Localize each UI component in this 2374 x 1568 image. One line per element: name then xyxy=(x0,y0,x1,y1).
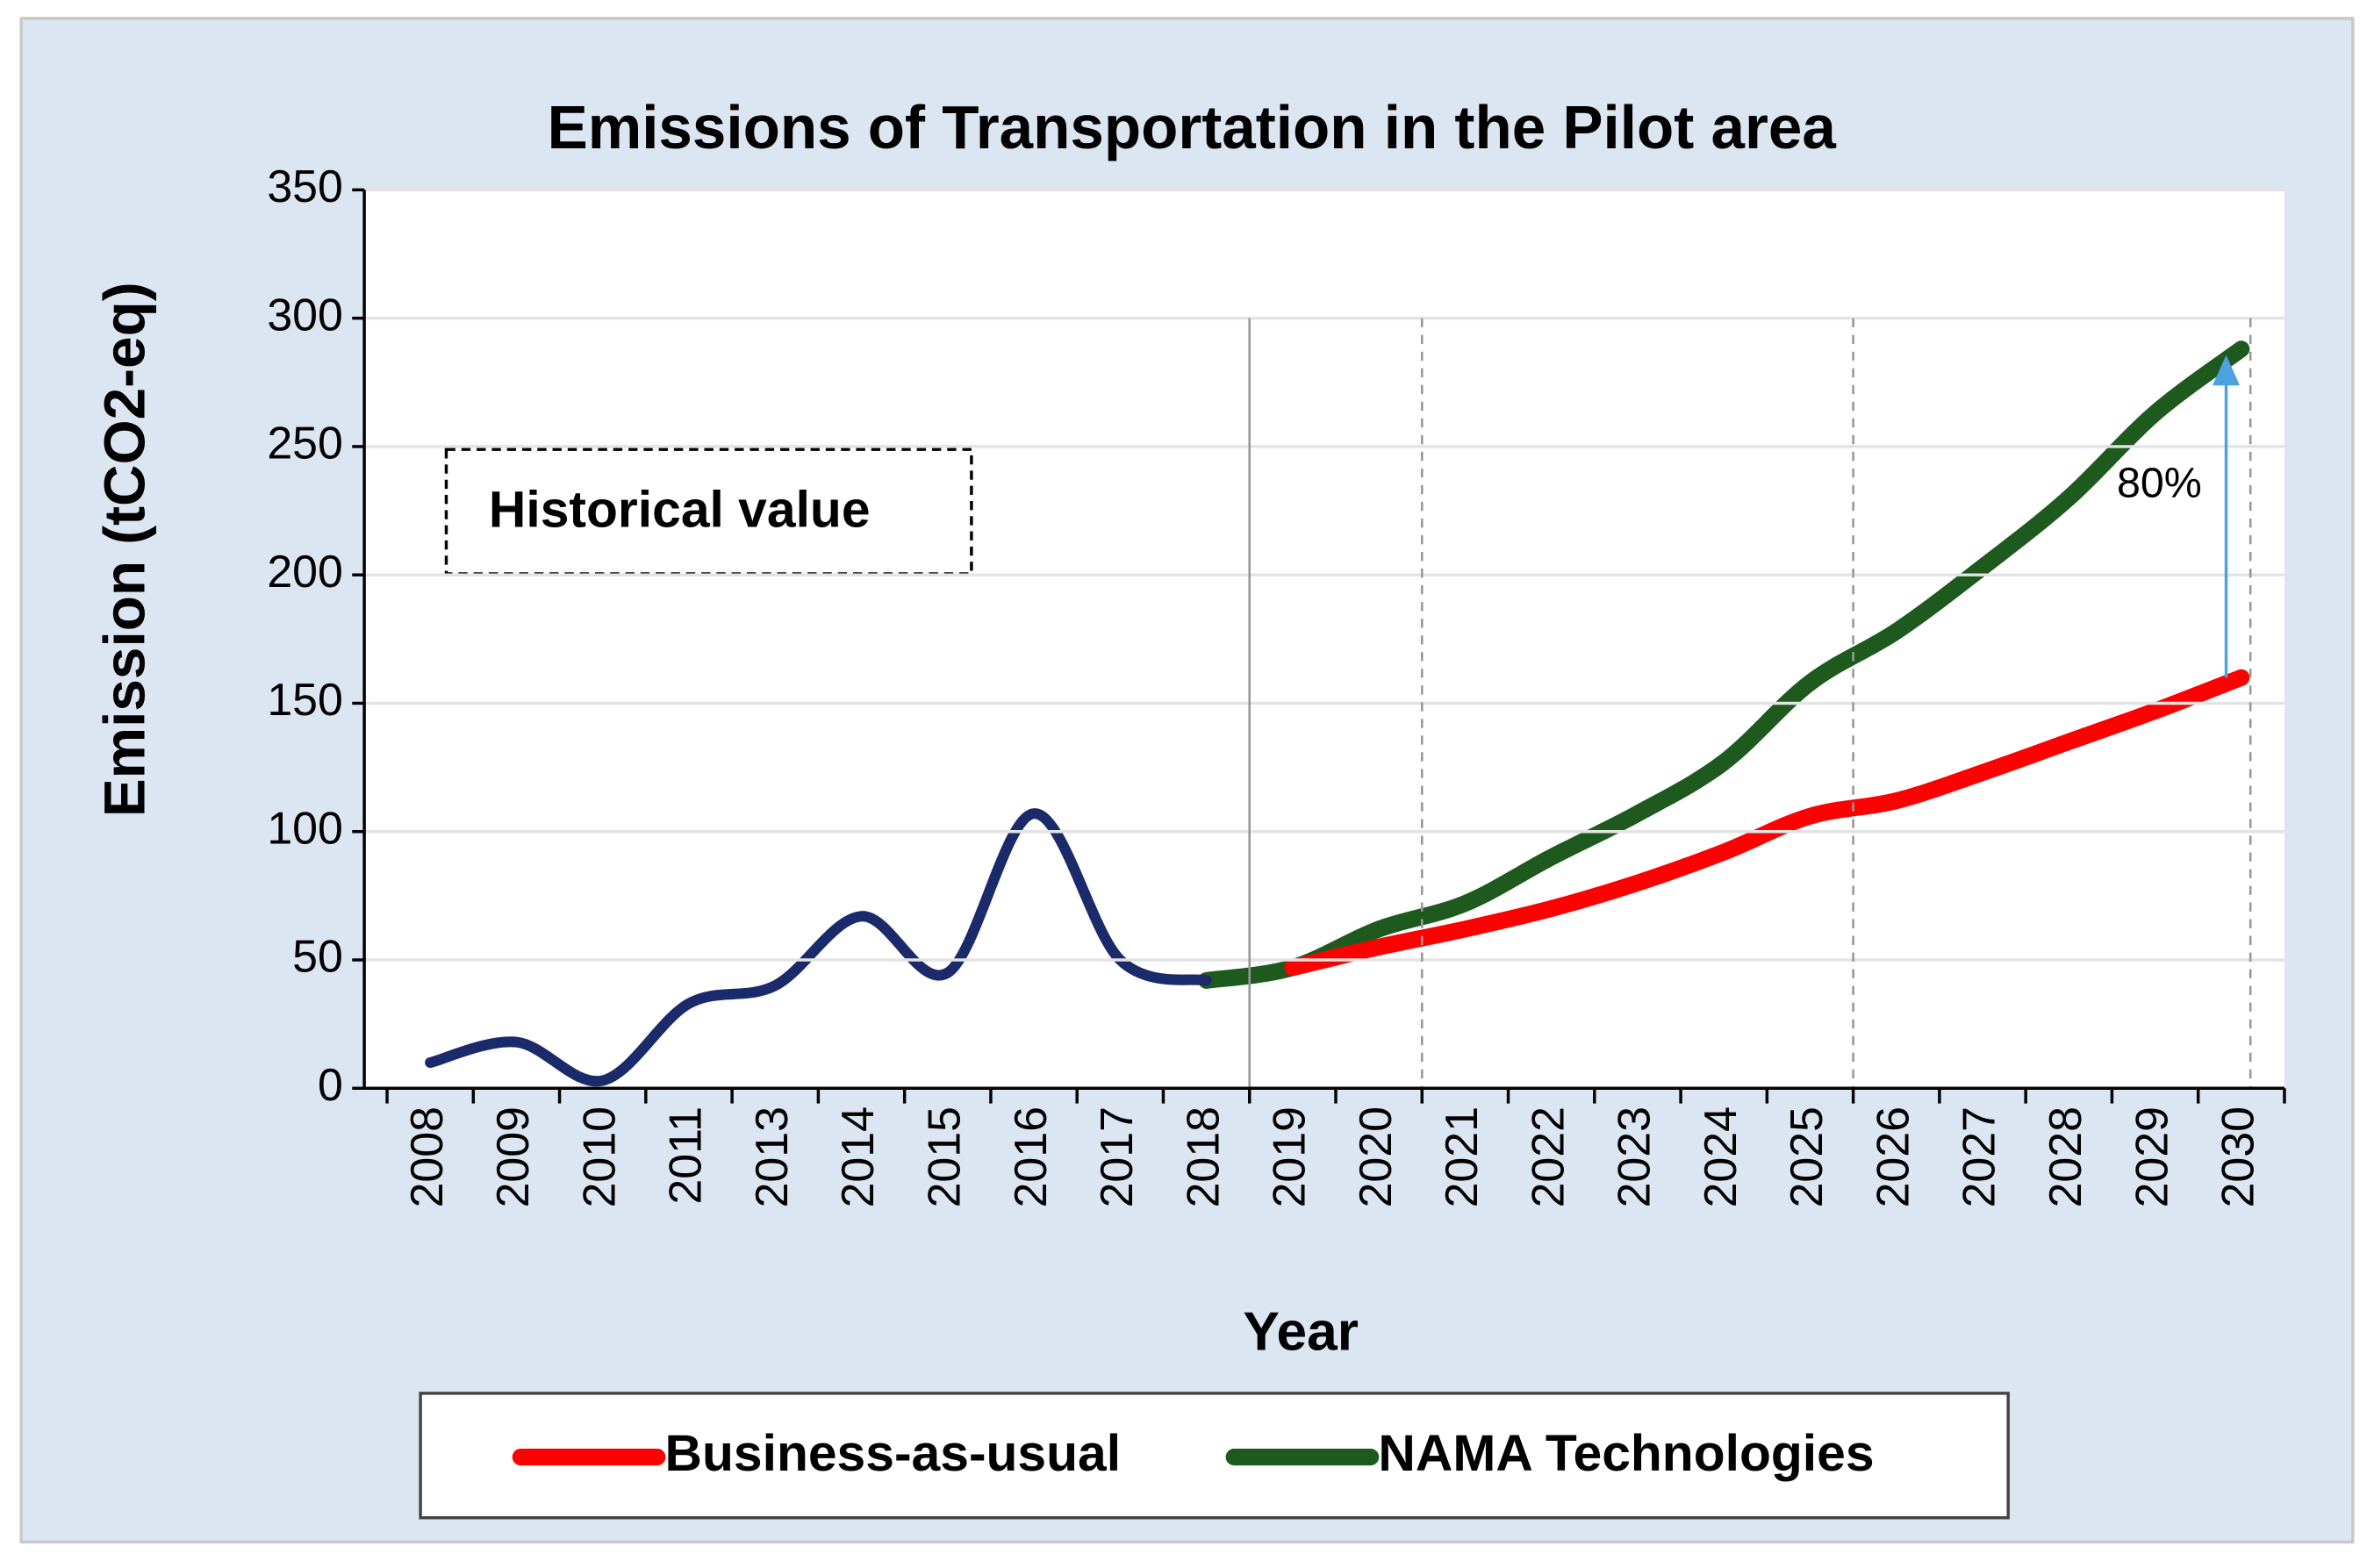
x-tick-label: 2022 xyxy=(1522,1106,1573,1207)
x-tick-label: 2019 xyxy=(1264,1106,1315,1207)
x-tick-label: 2023 xyxy=(1609,1106,1660,1207)
x-tick-label: 2028 xyxy=(2040,1106,2091,1207)
x-tick-label: 2030 xyxy=(2213,1106,2263,1207)
y-tick-label: 0 xyxy=(318,1059,343,1110)
y-tick-label: 300 xyxy=(267,289,343,340)
x-tick-label: 2014 xyxy=(832,1106,883,1207)
plot-area xyxy=(364,190,2284,1089)
series-line xyxy=(1284,669,2250,977)
y-tick-label: 350 xyxy=(267,161,343,211)
x-tick-label: 2013 xyxy=(746,1106,797,1207)
x-tick-label: 2010 xyxy=(573,1106,624,1207)
x-tick-label: 2024 xyxy=(1695,1106,1746,1207)
series-line xyxy=(425,808,1212,1087)
x-tick-label: 2016 xyxy=(1005,1106,1056,1207)
legend-label: NAMA Technologies xyxy=(1378,1425,1874,1482)
x-tick-label: 2015 xyxy=(918,1106,969,1207)
series-line xyxy=(1198,340,2250,989)
x-tick-label: 2027 xyxy=(1954,1106,2005,1207)
y-tick-label: 200 xyxy=(267,546,343,597)
x-axis-label: Year xyxy=(1243,1302,1359,1363)
x-tick-label: 2018 xyxy=(1177,1106,1228,1207)
x-tick-label: 2025 xyxy=(1781,1106,1832,1207)
x-tick-label: 2008 xyxy=(401,1106,452,1207)
chart-title: Emissions of Transportation in the Pilot… xyxy=(548,93,1837,161)
y-axis-label: Emission (tCO2-eq) xyxy=(92,282,156,817)
annotation-arrowhead xyxy=(2212,354,2241,386)
legend-label: Business-as-usual xyxy=(665,1425,1122,1482)
annotation: Historical value xyxy=(489,481,871,538)
x-tick-label: 2009 xyxy=(487,1106,538,1207)
y-tick-label: 250 xyxy=(267,418,343,469)
y-tick-label: 100 xyxy=(267,802,343,853)
y-tick-label: 50 xyxy=(292,931,343,982)
plot xyxy=(425,340,2250,1087)
x-tick-label: 2017 xyxy=(1091,1106,1142,1207)
y-tick-label: 150 xyxy=(267,674,343,725)
x-tick-label: 2020 xyxy=(1350,1106,1401,1207)
legend xyxy=(419,1392,2010,1520)
x-tick-label: 2011 xyxy=(660,1106,711,1205)
x-tick-label: 2026 xyxy=(1867,1106,1918,1207)
annotation: 80% xyxy=(2117,460,2202,507)
x-tick-label: 2021 xyxy=(1436,1106,1487,1207)
x-tick-label: 2029 xyxy=(2126,1106,2177,1207)
